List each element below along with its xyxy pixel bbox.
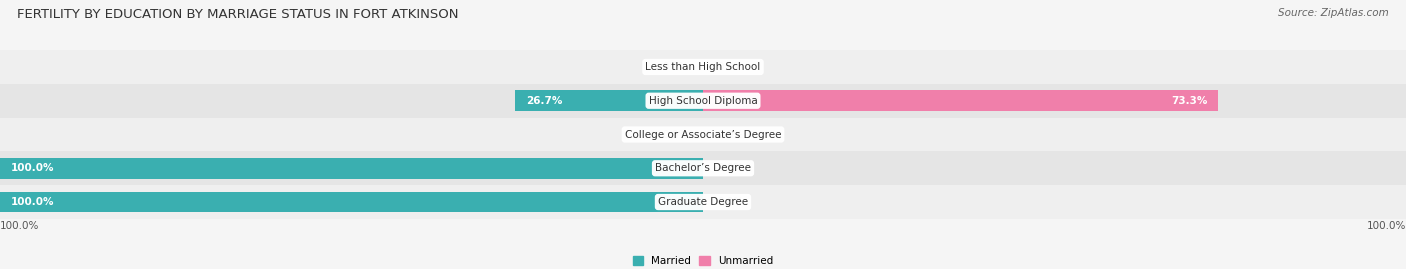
- Text: 0.0%: 0.0%: [717, 62, 744, 72]
- Bar: [0, 158, 703, 179]
- Text: 0.0%: 0.0%: [717, 197, 744, 207]
- Text: High School Diploma: High School Diploma: [648, 96, 758, 106]
- Text: 0.0%: 0.0%: [662, 62, 689, 72]
- Text: 0.0%: 0.0%: [717, 163, 744, 173]
- Text: 0.0%: 0.0%: [662, 129, 689, 140]
- Bar: [703, 90, 1218, 111]
- Text: 100.0%: 100.0%: [1367, 221, 1406, 231]
- Text: Source: ZipAtlas.com: Source: ZipAtlas.com: [1278, 8, 1389, 18]
- Bar: [0, 118, 1406, 151]
- Bar: [0, 192, 703, 213]
- Text: 73.3%: 73.3%: [1171, 96, 1208, 106]
- Text: 100.0%: 100.0%: [10, 197, 53, 207]
- Bar: [0, 151, 1406, 185]
- Text: College or Associate’s Degree: College or Associate’s Degree: [624, 129, 782, 140]
- Bar: [515, 90, 703, 111]
- Legend: Married, Unmarried: Married, Unmarried: [628, 252, 778, 269]
- Text: 100.0%: 100.0%: [10, 163, 53, 173]
- Text: 100.0%: 100.0%: [0, 221, 39, 231]
- Bar: [0, 185, 1406, 219]
- Text: 0.0%: 0.0%: [717, 129, 744, 140]
- Bar: [0, 84, 1406, 118]
- Text: 26.7%: 26.7%: [526, 96, 562, 106]
- Text: Graduate Degree: Graduate Degree: [658, 197, 748, 207]
- Text: Less than High School: Less than High School: [645, 62, 761, 72]
- Text: FERTILITY BY EDUCATION BY MARRIAGE STATUS IN FORT ATKINSON: FERTILITY BY EDUCATION BY MARRIAGE STATU…: [17, 8, 458, 21]
- Bar: [0, 50, 1406, 84]
- Text: Bachelor’s Degree: Bachelor’s Degree: [655, 163, 751, 173]
